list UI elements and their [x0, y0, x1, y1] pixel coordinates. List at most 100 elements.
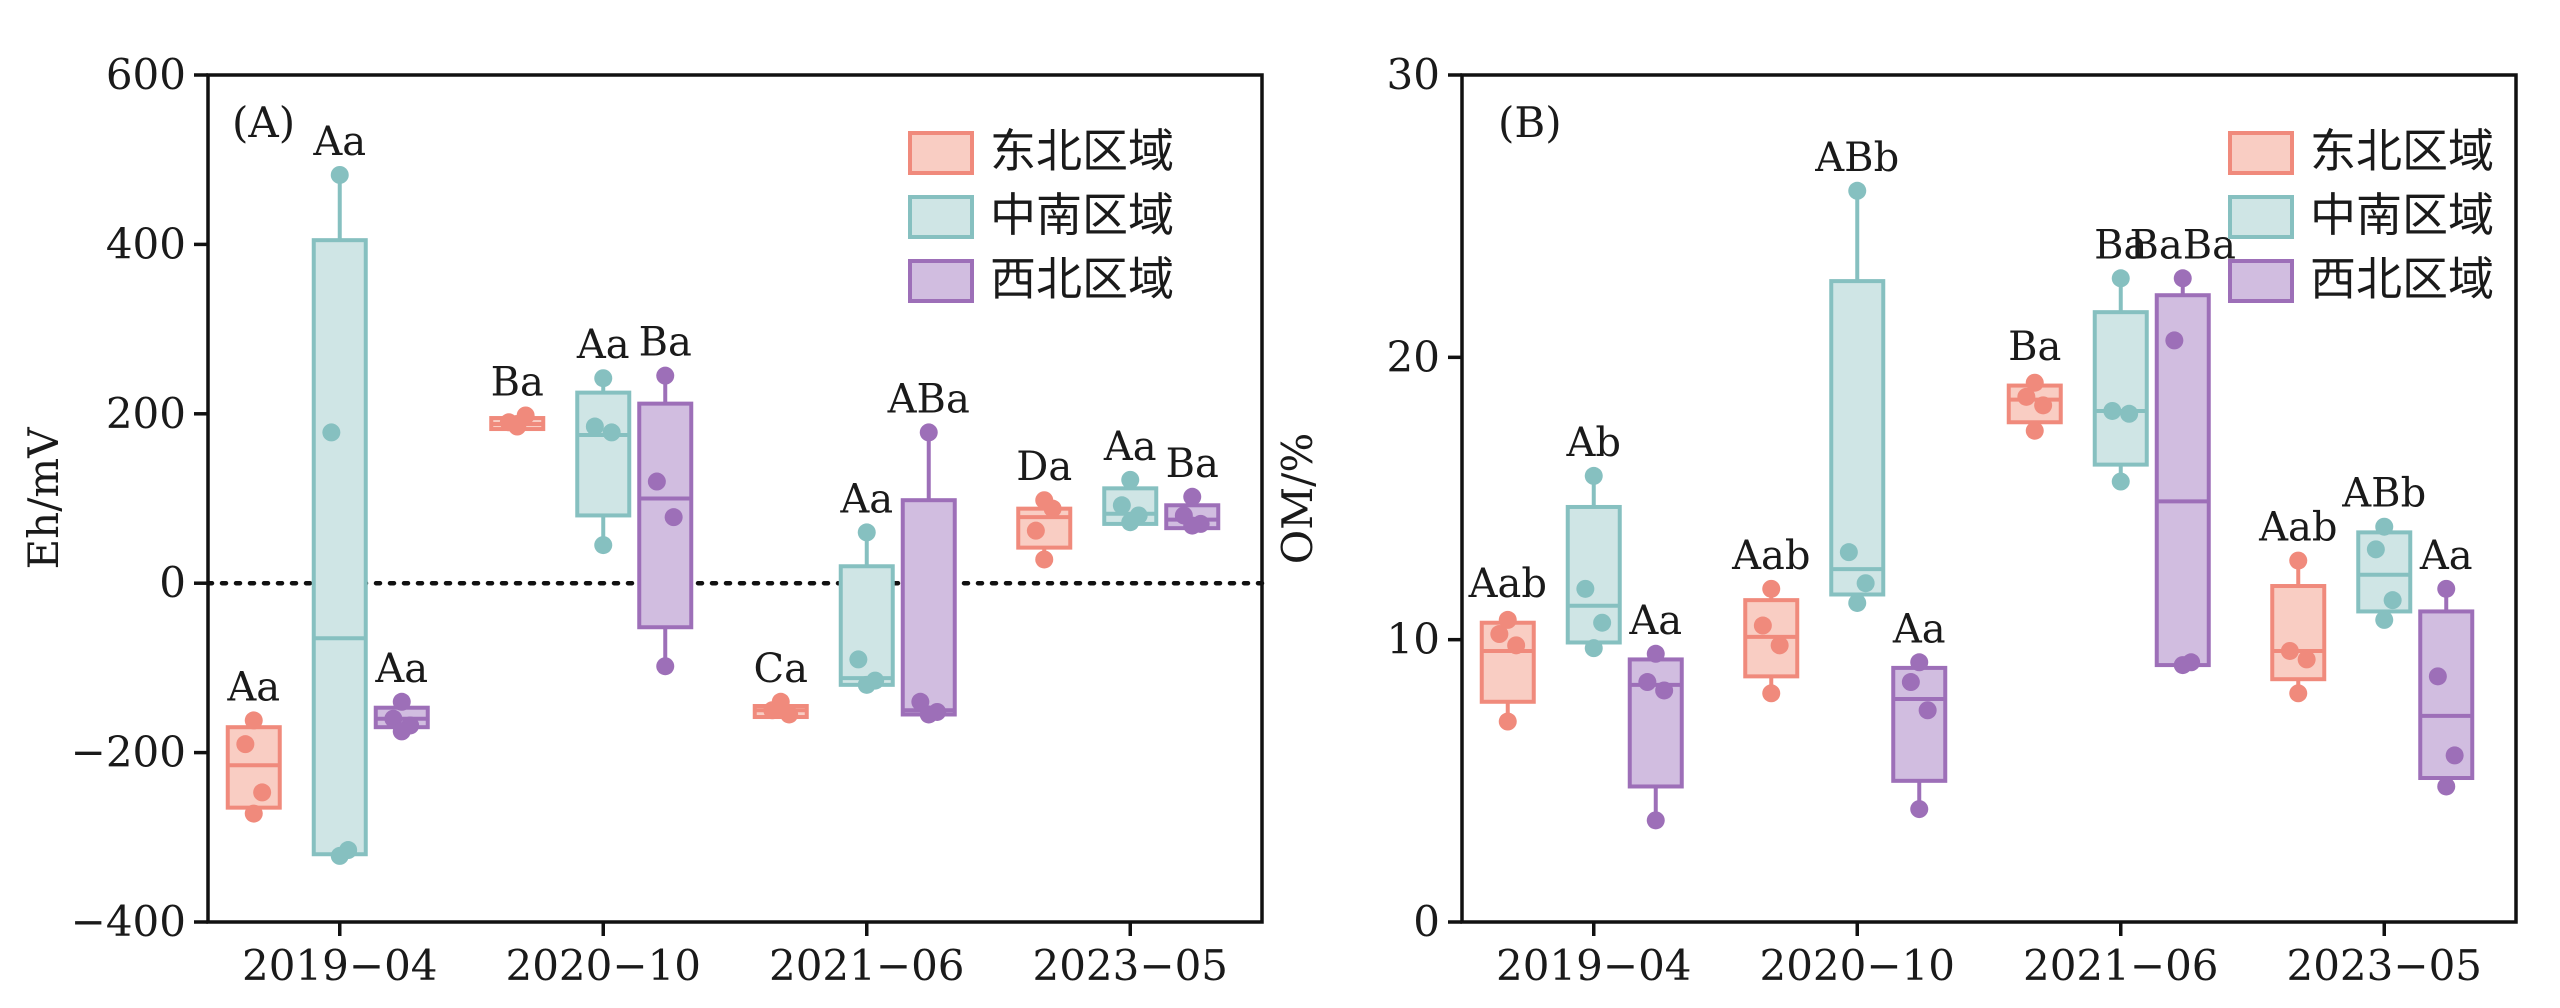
significance-label: Ba [639, 320, 692, 366]
box-2-3: Ba [1164, 441, 1221, 535]
data-point [1498, 610, 1517, 629]
x-tick-label: 2021−06 [769, 941, 965, 990]
significance-label: Ab [1566, 420, 1622, 466]
y-tick-label: 200 [106, 389, 186, 438]
box-2-1: Ba [637, 320, 694, 676]
box-0-2: Ca [752, 646, 809, 724]
data-point [2280, 641, 2299, 660]
plot-frame [206, 73, 1264, 924]
data-point [1035, 491, 1054, 510]
data-point [1576, 579, 1595, 598]
data-point [602, 423, 621, 442]
data-point [2366, 540, 2385, 559]
significance-label: Ca [754, 646, 808, 692]
data-point [330, 846, 349, 865]
box-2-3: Aa [2418, 533, 2475, 796]
box-2-2: BaBa [2130, 222, 2236, 675]
data-point [1770, 636, 1789, 655]
data-point [322, 423, 341, 442]
box-0-0: Aab [1468, 561, 1547, 731]
y-tick-label: 30 [1387, 50, 1440, 99]
significance-label: Aa [1892, 606, 1946, 652]
data-point [2173, 656, 2192, 675]
box-1-1: ABb [1814, 135, 1899, 612]
legend-label: 东北区域 [2310, 124, 2494, 178]
data-point [1762, 579, 1781, 598]
significance-label: Ba [1166, 441, 1219, 487]
box-1-0: Aa [311, 119, 368, 865]
box-1-3: ABb [2341, 471, 2426, 629]
y-tick-label: 20 [1387, 332, 1440, 381]
data-point [2025, 421, 2044, 440]
data-point [585, 417, 604, 436]
data-point [1584, 639, 1603, 658]
x-tick-label: 2019−04 [242, 941, 438, 990]
box-0-3: Aab [2258, 505, 2337, 703]
data-point [1848, 181, 1867, 200]
data-point [2111, 472, 2130, 491]
x-tick-label: 2020−10 [1759, 941, 1955, 990]
box-0-1: Aab [1731, 533, 1810, 703]
data-point [1183, 487, 1202, 506]
y-tick-label: 0 [159, 558, 186, 607]
data-point [2017, 387, 2036, 406]
data-point [594, 536, 613, 555]
x-tick-label: 2021−06 [2023, 941, 2219, 990]
box-1-0: Ab [1566, 420, 1622, 658]
data-point [1121, 470, 1140, 489]
legend-label: 西北区域 [2310, 252, 2494, 306]
legend-swatch [908, 259, 974, 303]
data-point [1655, 681, 1674, 700]
significance-label: ABa [887, 376, 970, 422]
significance-label: Aa [576, 322, 630, 368]
data-point [1593, 613, 1612, 632]
box-1-2: Aa [838, 476, 895, 694]
data-point [2289, 684, 2308, 703]
data-point [1918, 701, 1937, 720]
data-point [919, 423, 938, 442]
data-point [2297, 650, 2316, 669]
y-axis-label: OM/% [1273, 433, 1322, 565]
box-body [1627, 657, 1684, 789]
data-point [1839, 543, 1858, 562]
significance-label: ABb [2341, 471, 2426, 517]
data-point [1856, 574, 1875, 593]
data-point [244, 711, 263, 730]
data-point [857, 523, 876, 542]
significance-label: Aab [1731, 533, 1810, 579]
legend-swatch [908, 195, 974, 239]
data-point [1584, 466, 1603, 485]
data-point [857, 675, 876, 694]
significance-label: Da [1016, 444, 1072, 490]
box-body [2154, 293, 2211, 668]
data-point [2383, 591, 2402, 610]
box-1-3: Aa [1102, 424, 1159, 532]
data-point [656, 657, 675, 676]
data-point [1910, 653, 1929, 672]
data-point [392, 722, 411, 741]
significance-label: BaBa [2130, 222, 2236, 268]
data-point [2445, 746, 2464, 765]
data-point [2165, 331, 2184, 350]
box-0-1: Ba [489, 359, 546, 436]
data-point [2111, 269, 2130, 288]
data-point [1183, 516, 1202, 535]
y-axis-label: Eh/mV [19, 427, 68, 570]
box-0-0: Aa [225, 664, 282, 823]
data-point [2120, 404, 2139, 423]
data-point [236, 735, 255, 754]
data-point [911, 692, 930, 711]
data-point [1901, 673, 1920, 692]
data-point [1507, 636, 1526, 655]
panel-label: (A) [232, 98, 295, 147]
box-body [1891, 665, 1948, 783]
data-point [2437, 579, 2456, 598]
data-point [392, 692, 411, 711]
data-point [771, 699, 790, 718]
data-point [2375, 517, 2394, 536]
box-0-2: Ba [2006, 324, 2063, 440]
significance-label: Aa [839, 476, 893, 522]
data-point [1762, 684, 1781, 703]
significance-label: Aa [2419, 533, 2473, 579]
data-point [2034, 396, 2053, 415]
